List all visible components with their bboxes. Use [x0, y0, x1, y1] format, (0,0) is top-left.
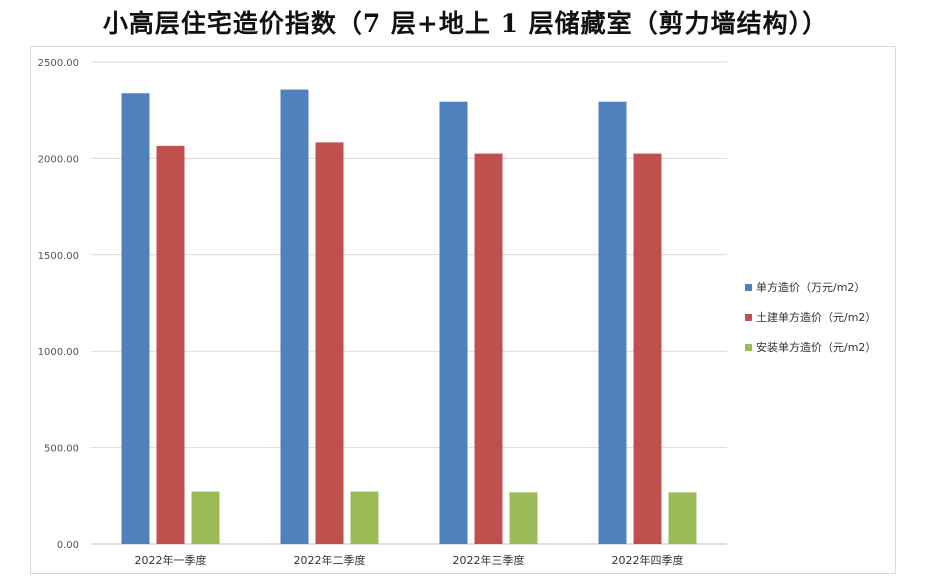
x-category-label: 2022年三季度 — [453, 553, 525, 567]
bar-series-0-cat-0 — [121, 93, 150, 545]
bar-series-1-cat-2 — [474, 153, 503, 544]
bar-series-1-cat-1 — [315, 142, 344, 545]
bar-series-2-cat-2 — [509, 492, 538, 544]
bars — [121, 89, 697, 545]
bar-series-0-cat-3 — [598, 101, 627, 544]
chart-frame — [30, 46, 896, 574]
y-axis-ticks: 0.00 500.00 1000.00 1500.00 2000.00 2500.00 — [38, 58, 79, 551]
legend-item: 单方造价（万元/m2） — [745, 272, 876, 302]
legend-item: 土建单方造价（元/m2） — [745, 302, 876, 332]
legend-swatch-total — [745, 283, 752, 291]
legend-swatch-civil — [745, 313, 752, 321]
bar-series-1-cat-0 — [156, 145, 185, 545]
legend-swatch-install — [745, 343, 752, 351]
bar-series-0-cat-1 — [280, 89, 309, 544]
bar-series-2-cat-1 — [350, 491, 379, 544]
bar-series-0-cat-2 — [439, 101, 468, 544]
gridlines — [91, 61, 727, 545]
x-category-label: 2022年一季度 — [135, 553, 207, 567]
y-tick-label: 1500.00 — [38, 251, 79, 262]
y-tick-label: 0.00 — [57, 540, 79, 551]
x-category-label: 2022年二季度 — [294, 553, 366, 567]
legend-label-civil: 土建单方造价（元/m2） — [756, 311, 877, 324]
legend: 单方造价（万元/m2） 土建单方造价（元/m2） 安装单方造价（元/m2） — [745, 272, 876, 362]
x-category-label: 2022年四季度 — [612, 553, 684, 567]
y-tick-label: 2500.00 — [38, 58, 79, 69]
legend-label-total: 单方造价（万元/m2） — [756, 281, 866, 294]
x-axis-labels: 2022年一季度 2022年二季度 2022年三季度 2022年四季度 — [135, 553, 684, 567]
bar-series-2-cat-3 — [668, 492, 697, 544]
legend-item: 安装单方造价（元/m2） — [745, 332, 876, 362]
y-tick-label: 2000.00 — [38, 154, 79, 165]
legend-label-install: 安装单方造价（元/m2） — [756, 341, 877, 354]
y-tick-label: 1000.00 — [38, 347, 79, 358]
chart-title: 小高层住宅造价指数（7 层+地上 1 层储藏室（剪力墙结构）） — [102, 9, 829, 38]
bar-series-2-cat-0 — [191, 491, 220, 544]
y-tick-label: 500.00 — [44, 444, 79, 455]
bar-series-1-cat-3 — [633, 153, 662, 544]
